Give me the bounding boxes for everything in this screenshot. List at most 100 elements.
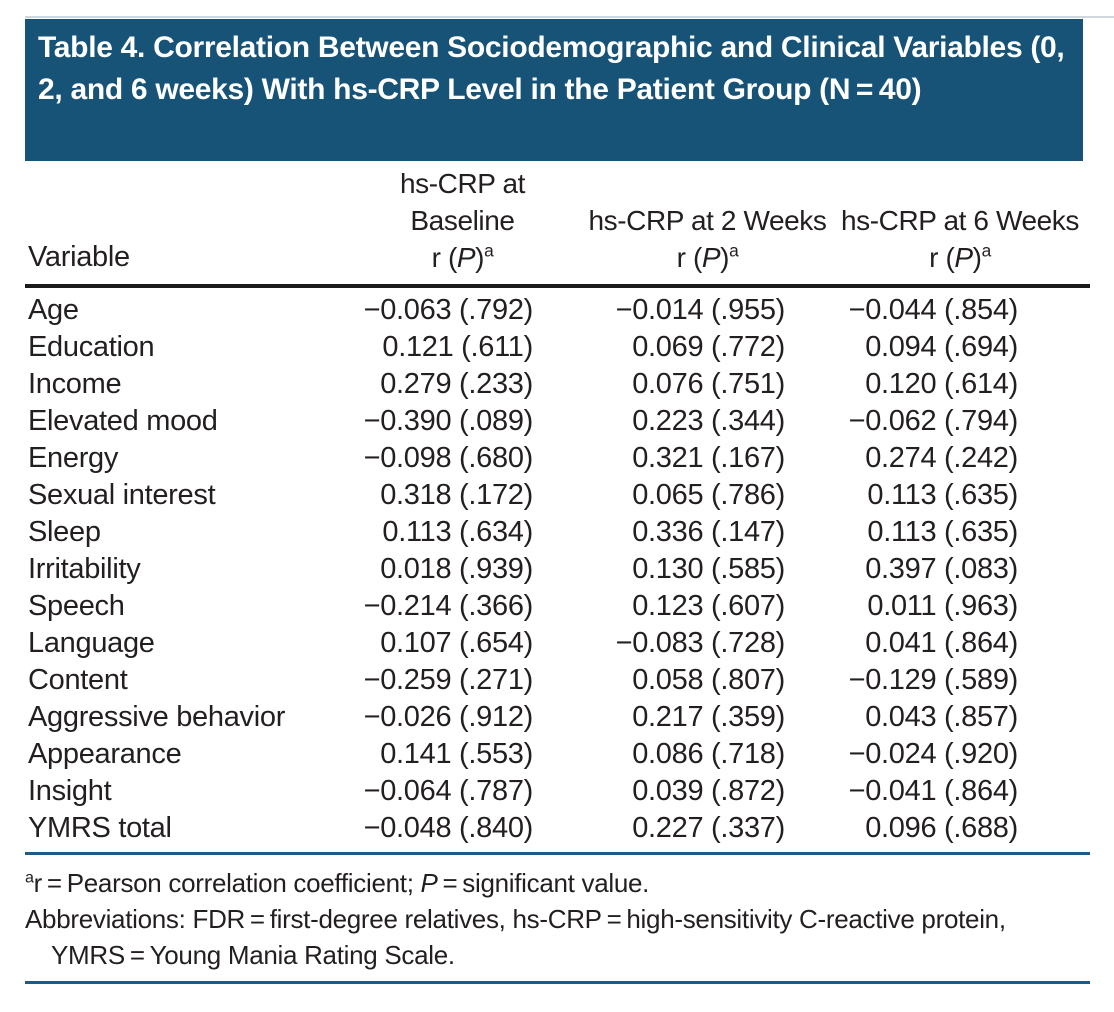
footnote-a-superscript: a: [25, 868, 34, 887]
variable-cell: Sexual interest: [28, 479, 216, 511]
value-cell-week6: 0.397 (.083): [865, 553, 1018, 585]
value-cell-week6: 0.011 (.963): [867, 590, 1018, 622]
table-row: Language 0.107 (.654) −0.083 (.728) 0.04…: [25, 625, 1090, 662]
variable-cell: Income: [28, 368, 122, 400]
value-cell-baseline: −0.026 (.912): [363, 701, 534, 733]
value-cell-week6: 0.120 (.614): [865, 368, 1018, 400]
value-cell-week2: 0.039 (.872): [632, 775, 785, 807]
variable-cell: YMRS total: [25, 810, 340, 855]
value-cell-week6: 0.113 (.635): [867, 479, 1018, 511]
table-row: Energy −0.098 (.680) 0.321 (.167) 0.274 …: [25, 440, 1090, 477]
value-cell-baseline: −0.098 (.680): [363, 442, 534, 474]
rp-italic-p: P: [954, 242, 973, 273]
rp-prefix: r (: [431, 242, 458, 273]
variable-cell: Education: [28, 331, 155, 363]
bottom-rule-divider: [25, 981, 1090, 984]
column-header-variable: Variable: [25, 165, 340, 288]
footnote-abbreviations: Abbreviations: FDR = first-degree relati…: [25, 904, 1006, 970]
variable-cell: Sleep: [28, 516, 101, 548]
table-row: YMRS total −0.048 (.840) 0.227 (.337) 0.…: [25, 810, 1090, 855]
value-cell-week6: 0.113 (.635): [867, 516, 1018, 548]
value-cell-week2: 0.069 (.772): [632, 331, 785, 363]
value-cell-week2: 0.076 (.751): [632, 368, 785, 400]
value-cell-week6: 0.043 (.857): [865, 701, 1018, 733]
rp-header: r (P)a: [585, 239, 830, 276]
variable-cell: Language: [28, 627, 155, 659]
value-cell-week6: 0.041 (.864): [865, 627, 1018, 659]
table-row: Elevated mood −0.390 (.089) 0.223 (.344)…: [25, 403, 1090, 440]
rp-suffix: ): [475, 242, 485, 273]
value-cell-week2: −0.014 (.955): [615, 294, 786, 326]
footnote-a-italic-p: P: [420, 868, 438, 898]
table-row: Insight −0.064 (.787) 0.039 (.872) −0.04…: [25, 773, 1090, 810]
paper-table-page: Table 4. Correlation Between Sociodemogr…: [0, 16, 1114, 1012]
table-row: Sleep 0.113 (.634) 0.336 (.147) 0.113 (.…: [25, 514, 1090, 551]
table-title: Table 4. Correlation Between Sociodemogr…: [38, 31, 1065, 106]
rp-superscript-a: a: [729, 240, 739, 261]
table-row: Appearance 0.141 (.553) 0.086 (.718) −0.…: [25, 736, 1090, 773]
table-row: Education 0.121 (.611) 0.069 (.772) 0.09…: [25, 329, 1090, 366]
value-cell-week6: −0.062 (.794): [848, 405, 1019, 437]
value-cell-baseline: 0.141 (.553): [380, 738, 533, 770]
variable-cell: Energy: [28, 442, 119, 474]
value-cell-baseline: 0.018 (.939): [380, 553, 533, 585]
table-footnotes: ar = Pearson correlation coefficient; P …: [25, 865, 1090, 973]
value-cell-week2: 0.321 (.167): [632, 442, 785, 474]
variable-cell: Content: [28, 664, 128, 696]
header-line-2: hs-CRP at 6 Weeks: [840, 205, 1080, 236]
value-cell-week2: 0.217 (.359): [632, 701, 785, 733]
value-cell-week6: −0.044 (.854): [848, 294, 1019, 326]
value-cell-baseline: −0.048 (.840): [340, 810, 585, 855]
rp-suffix: ): [720, 242, 730, 273]
rp-italic-p: P: [701, 242, 721, 273]
table-row: Age −0.063 (.792) −0.014 (.955) −0.044 (…: [25, 286, 1090, 329]
value-cell-baseline: −0.063 (.792): [363, 294, 534, 326]
rp-prefix: r (: [676, 242, 703, 273]
value-cell-week6: 0.096 (.688): [830, 810, 1090, 855]
variable-cell: Age: [28, 294, 79, 326]
rp-prefix: r (: [929, 242, 955, 273]
value-cell-week6: −0.024 (.920): [848, 738, 1019, 770]
value-cell-baseline: 0.107 (.654): [380, 627, 533, 659]
value-cell-week2: 0.130 (.585): [632, 553, 785, 585]
value-cell-week2: −0.083 (.728): [615, 627, 786, 659]
table-row: Income 0.279 (.233) 0.076 (.751) 0.120 (…: [25, 366, 1090, 403]
table-row: Content −0.259 (.271) 0.058 (.807) −0.12…: [25, 662, 1090, 699]
variable-cell: Elevated mood: [28, 405, 218, 437]
table-row: Aggressive behavior −0.026 (.912) 0.217 …: [25, 699, 1090, 736]
column-header-baseline: hs-CRP at Baseline r (P)a: [340, 165, 585, 288]
correlation-table: Variable hs-CRP at Baseline r (P)a hs-CR…: [25, 165, 1090, 855]
variable-cell: Irritability: [28, 553, 141, 585]
table-row: Sexual interest 0.318 (.172) 0.065 (.786…: [25, 477, 1090, 514]
table-row: Speech −0.214 (.366) 0.123 (.607) 0.011 …: [25, 588, 1090, 625]
value-cell-baseline: −0.259 (.271): [363, 664, 534, 696]
rp-italic-p: P: [456, 242, 476, 273]
rp-superscript-a: a: [981, 240, 992, 261]
value-cell-baseline: 0.279 (.233): [380, 368, 533, 400]
value-cell-baseline: −0.214 (.366): [363, 590, 534, 622]
value-cell-week6: −0.041 (.864): [848, 775, 1019, 807]
table-title-banner: Table 4. Correlation Between Sociodemogr…: [25, 19, 1083, 161]
top-hairline-divider: [25, 16, 1114, 18]
rp-superscript-a: a: [484, 240, 494, 261]
value-cell-week2: 0.123 (.607): [632, 590, 785, 622]
value-cell-week2: 0.086 (.718): [632, 738, 785, 770]
table-body: Age −0.063 (.792) −0.014 (.955) −0.044 (…: [25, 286, 1090, 855]
variable-header-label: Variable: [28, 241, 130, 273]
footnote-a: ar = Pearson correlation coefficient; P …: [25, 865, 1090, 901]
variable-cell: Aggressive behavior: [28, 701, 286, 733]
variable-cell: Insight: [28, 775, 112, 807]
rp-header: r (P)a: [830, 239, 1090, 276]
header-row: Variable hs-CRP at Baseline r (P)a hs-CR…: [25, 165, 1090, 288]
value-cell-week2: 0.227 (.337): [585, 810, 830, 855]
table-row: Irritability 0.018 (.939) 0.130 (.585) 0…: [25, 551, 1090, 588]
variable-cell: Appearance: [28, 738, 182, 770]
value-cell-week6: 0.094 (.694): [865, 331, 1018, 363]
header-line-1: hs-CRP at: [399, 168, 526, 199]
value-cell-baseline: −0.390 (.089): [363, 405, 534, 437]
rp-header: r (P)a: [340, 239, 585, 276]
value-cell-baseline: 0.113 (.634): [382, 516, 533, 548]
value-cell-baseline: 0.318 (.172): [380, 479, 533, 511]
column-header-week6: hs-CRP at 6 Weeks r (P)a: [830, 165, 1090, 288]
value-cell-week2: 0.065 (.786): [632, 479, 785, 511]
